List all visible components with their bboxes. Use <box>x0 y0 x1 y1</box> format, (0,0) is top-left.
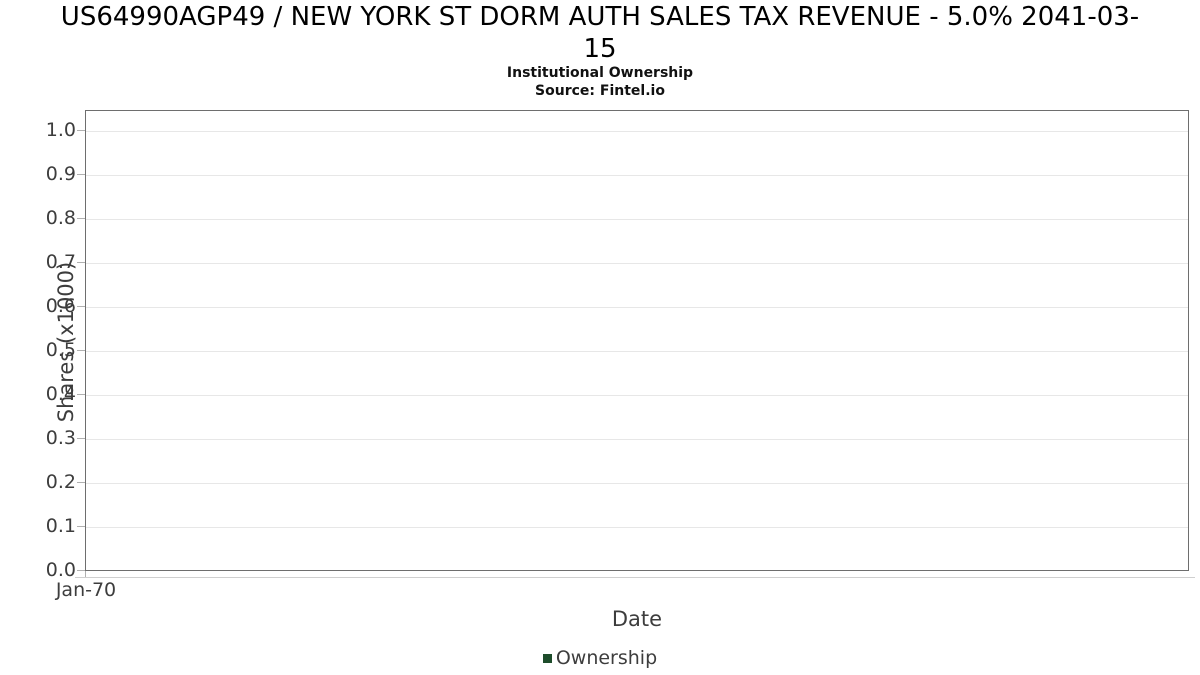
y-tick-label: 0.2 <box>45 471 76 493</box>
gridline <box>86 307 1188 308</box>
gridline <box>86 263 1188 264</box>
y-tick-mark <box>77 526 85 527</box>
x-tick-mark <box>85 571 86 577</box>
y-tick-mark <box>77 350 85 351</box>
y-axis-title: Shares (x1000) <box>54 261 78 423</box>
x-axis-underline <box>75 577 1195 578</box>
y-tick-mark <box>77 570 85 571</box>
chart-subtitle: Institutional Ownership <box>506 65 694 81</box>
gridline <box>86 351 1188 352</box>
y-tick-label: 0.9 <box>45 163 76 185</box>
legend: Ownership <box>0 646 1200 670</box>
y-tick-mark <box>77 174 85 175</box>
y-tick-label: 0.8 <box>45 207 76 229</box>
y-tick-label: 0.3 <box>45 427 76 449</box>
y-tick-label: 0.5 <box>45 339 76 361</box>
y-tick-mark <box>77 262 85 263</box>
y-tick-mark <box>77 394 85 395</box>
legend-label-ownership: Ownership <box>555 647 658 669</box>
y-tick-label: 1.0 <box>45 119 76 141</box>
gridline <box>86 219 1188 220</box>
y-tick-mark <box>77 482 85 483</box>
y-tick-label: 0.4 <box>45 383 76 405</box>
gridline <box>86 395 1188 396</box>
y-tick-mark <box>77 306 85 307</box>
legend-swatch-ownership <box>542 653 552 663</box>
gridline <box>86 131 1188 132</box>
chart-source: Source: Fintel.io <box>535 83 665 99</box>
chart-title-line1: US64990AGP49 / NEW YORK ST DORM AUTH SAL… <box>60 2 1140 32</box>
y-tick-label: 0.7 <box>45 251 76 273</box>
y-tick-mark <box>77 438 85 439</box>
x-axis-title: Date <box>611 607 663 631</box>
chart-title-line2: 15 <box>583 34 617 64</box>
gridline <box>86 175 1188 176</box>
y-tick-label: 0.0 <box>45 559 76 581</box>
gridline <box>86 439 1188 440</box>
y-tick-mark <box>77 130 85 131</box>
gridline <box>86 527 1188 528</box>
y-tick-label: 0.6 <box>45 295 76 317</box>
x-tick-label: Jan-70 <box>55 579 117 601</box>
plot-area <box>85 110 1189 571</box>
y-tick-label: 0.1 <box>45 515 76 537</box>
y-tick-mark <box>77 218 85 219</box>
gridline <box>86 483 1188 484</box>
